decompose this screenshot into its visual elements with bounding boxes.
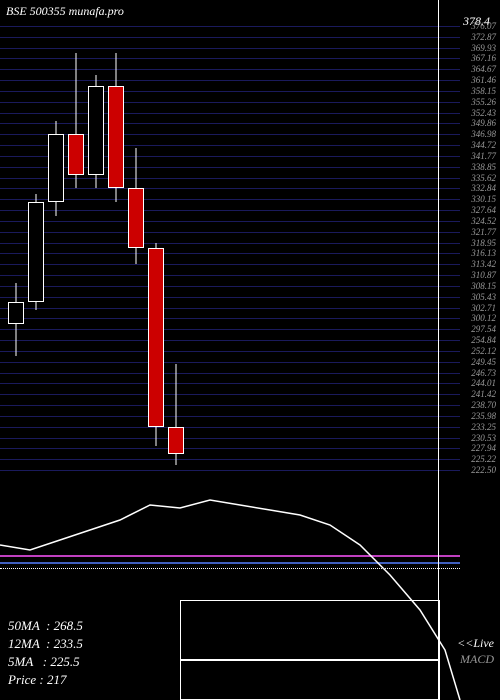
price-grid-line (0, 221, 460, 222)
price-grid-label: 361.46 (471, 75, 496, 85)
price-grid-label: 244.01 (471, 378, 496, 388)
price-grid-label: 355.26 (471, 97, 496, 107)
macd-label: MACD (460, 652, 494, 667)
price-grid-label: 302.71 (471, 303, 496, 313)
ma-line (0, 555, 460, 557)
price-grid-line (0, 383, 460, 384)
price-grid-label: 235.98 (471, 411, 496, 421)
price-grid-label: 324.52 (471, 216, 496, 226)
price-grid-line (0, 459, 460, 460)
price-grid-label: 233.25 (471, 422, 496, 432)
price-grid-label: 227.94 (471, 443, 496, 453)
price-grid-line (0, 340, 460, 341)
price-grid-label: 238.70 (471, 400, 496, 410)
price-grid-label: 338.85 (471, 162, 496, 172)
candle (8, 283, 24, 356)
price-grid-label: 341.77 (471, 151, 496, 161)
price-grid-line (0, 286, 460, 287)
ma-line (0, 562, 460, 564)
price-grid-line (0, 243, 460, 244)
price-grid-label: 332.84 (471, 183, 496, 193)
price-grid-label: 372.87 (471, 32, 496, 42)
indicator-box (180, 600, 440, 660)
price-grid-label: 335.62 (471, 173, 496, 183)
candle (148, 243, 164, 446)
price-grid-line (0, 297, 460, 298)
price-grid-line (0, 329, 460, 330)
price-grid-label: 300.12 (471, 313, 496, 323)
price-grid-label: 249.45 (471, 357, 496, 367)
price-grid-line (0, 275, 460, 276)
chart-title: BSE 500355 munafa.pro (6, 4, 124, 19)
info-line: Price : 217 (8, 672, 66, 688)
price-grid-line (0, 232, 460, 233)
price-grid-label: 313.42 (471, 259, 496, 269)
price-grid-label: 241.42 (471, 389, 496, 399)
price-grid-label: 327.64 (471, 205, 496, 215)
price-grid-line (0, 37, 460, 38)
info-line: 12MA : 233.5 (8, 636, 83, 652)
price-grid-line (0, 48, 460, 49)
info-line: 5MA : 225.5 (8, 654, 80, 670)
price-grid-label: 330.15 (471, 194, 496, 204)
candle (108, 53, 124, 202)
price-grid-line (0, 448, 460, 449)
price-grid-line (0, 416, 460, 417)
price-grid-label: 305.43 (471, 292, 496, 302)
price-grid-label: 346.98 (471, 129, 496, 139)
price-grid-line (0, 253, 460, 254)
price-grid-label: 344.72 (471, 140, 496, 150)
ma-dotted-line (0, 568, 460, 569)
price-grid-line (0, 318, 460, 319)
price-grid-label: 252.12 (471, 346, 496, 356)
price-grid-label: 310.87 (471, 270, 496, 280)
live-label: <<Live (457, 636, 494, 651)
price-grid-label: 254.84 (471, 335, 496, 345)
price-grid-line (0, 308, 460, 309)
price-grid-line (0, 394, 460, 395)
price-grid-label: 369.93 (471, 43, 496, 53)
price-grid-line (0, 264, 460, 265)
price-grid-line (0, 351, 460, 352)
price-grid-line (0, 26, 460, 27)
price-grid-label: 367.16 (471, 53, 496, 63)
price-grid-line (0, 405, 460, 406)
price-grid-label: 376.07 (471, 21, 496, 31)
candle (48, 121, 64, 216)
price-grid-label: 246.73 (471, 368, 496, 378)
cursor-vertical-line (438, 0, 439, 700)
info-line: 50MA : 268.5 (8, 618, 83, 634)
candle (128, 148, 144, 264)
candle (68, 53, 84, 188)
price-grid-label: 316.13 (471, 248, 496, 258)
indicator-box (180, 660, 440, 700)
price-grid-line (0, 373, 460, 374)
price-grid-label: 321.77 (471, 227, 496, 237)
price-grid-label: 222.50 (471, 465, 496, 475)
price-grid-line (0, 427, 460, 428)
price-grid-label: 297.54 (471, 324, 496, 334)
price-grid-label: 364.67 (471, 64, 496, 74)
price-grid-line (0, 470, 460, 471)
price-grid-label: 358.15 (471, 86, 496, 96)
candle (88, 75, 104, 189)
candle (28, 194, 44, 310)
price-grid-line (0, 188, 460, 189)
price-grid-line (0, 362, 460, 363)
price-grid-label: 352.43 (471, 108, 496, 118)
price-grid-label: 308.15 (471, 281, 496, 291)
price-grid-label: 349.86 (471, 118, 496, 128)
price-grid-line (0, 199, 460, 200)
price-grid-label: 230.53 (471, 433, 496, 443)
price-grid-line (0, 438, 460, 439)
price-grid-line (0, 210, 460, 211)
price-grid-label: 225.22 (471, 454, 496, 464)
price-grid-label: 318.95 (471, 238, 496, 248)
candle (168, 364, 184, 464)
